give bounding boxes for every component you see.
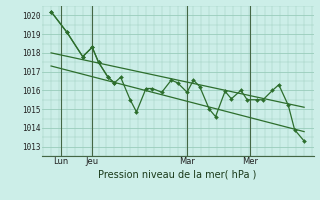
X-axis label: Pression niveau de la mer( hPa ): Pression niveau de la mer( hPa ) (99, 169, 257, 179)
